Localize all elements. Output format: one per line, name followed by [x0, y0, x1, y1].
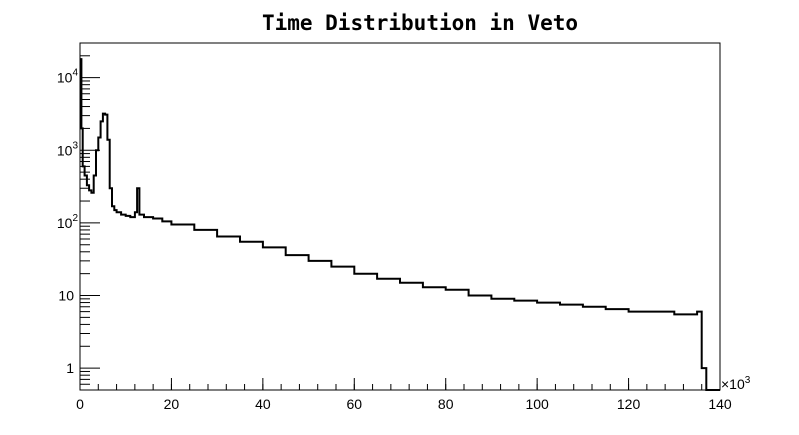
- x-multiplier-exponent: 3: [745, 375, 751, 386]
- y-tick-label: 10: [58, 288, 74, 304]
- x-tick-label: 140: [708, 396, 732, 412]
- y-tick-label: 104: [57, 68, 79, 86]
- y-tick-label: 103: [57, 140, 79, 158]
- x-tick-label: 20: [164, 396, 180, 412]
- minor-ticks: [79, 42, 721, 391]
- y-tick-labels: 1 10 102 103 104: [57, 68, 79, 376]
- histogram-series-line: [80, 58, 720, 391]
- x-tick-labels: 0 20 40 60 80 100 120 140: [76, 396, 732, 412]
- x-tick-label: 120: [617, 396, 641, 412]
- x-tick-label: 100: [525, 396, 549, 412]
- x-tick-label: 60: [346, 396, 362, 412]
- plot-frame: [79, 42, 721, 391]
- y-tick-label: 1: [66, 360, 74, 376]
- x-tick-label: 0: [76, 396, 84, 412]
- x-axis-multiplier: ×103: [721, 375, 751, 392]
- x-tick-label: 80: [438, 396, 454, 412]
- x-multiplier-base: ×10: [721, 376, 745, 392]
- chart-title: Time Distribution in Veto: [262, 11, 578, 35]
- y-tick-label: 102: [57, 213, 79, 231]
- x-tick-label: 40: [255, 396, 271, 412]
- major-ticks: [79, 77, 721, 390]
